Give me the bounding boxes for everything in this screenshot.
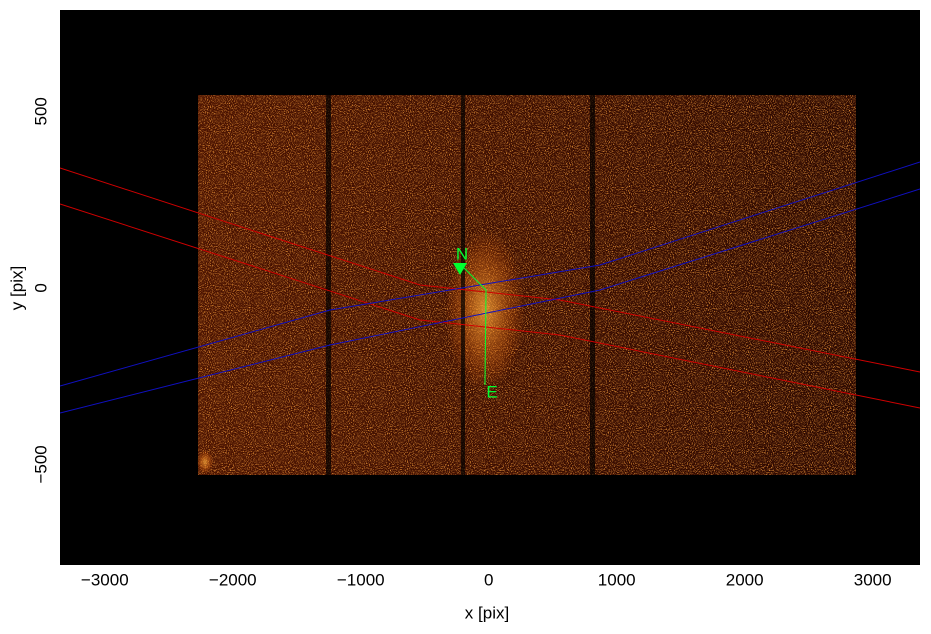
compass-line [484, 289, 487, 386]
compass-e: E [486, 382, 497, 401]
x-axis-label: x [pix] [465, 603, 509, 622]
gap [326, 95, 331, 475]
x-tick-label: 1000 [598, 570, 636, 589]
compass-arrow [453, 263, 467, 275]
red-line [60, 167, 920, 373]
noise [198, 95, 856, 475]
gap [590, 95, 595, 475]
compass-line [461, 265, 487, 291]
y-axis-label: y [pix] [7, 266, 26, 310]
x-tick-label: −3000 [81, 570, 129, 589]
x-tick-label: −1000 [337, 570, 385, 589]
blue-line [60, 188, 920, 414]
image: N E [60, 10, 920, 565]
gap [461, 95, 465, 475]
x-tick-label: 0 [484, 570, 493, 589]
y-tick-label: 500 [31, 97, 50, 125]
y-tick-label: −500 [31, 445, 50, 483]
x-tick-label: −2000 [209, 570, 257, 589]
y-tick-label: 0 [31, 283, 50, 292]
red-line [60, 203, 920, 409]
compass-n: N [456, 244, 468, 263]
blue-line [60, 161, 920, 387]
x-tick-label: 2000 [726, 570, 764, 589]
hotspot [197, 450, 213, 474]
x-tick-label: 3000 [854, 570, 892, 589]
